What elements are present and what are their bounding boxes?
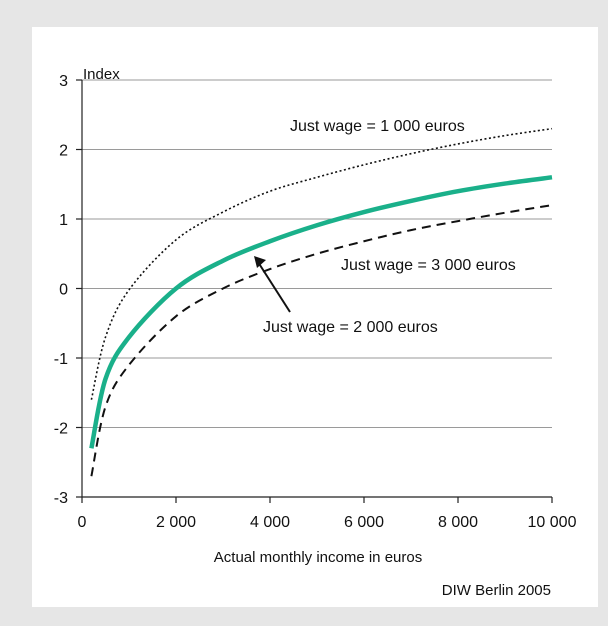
x-tick-label: 4 000 [250, 514, 290, 531]
annotation-arrow-head [254, 256, 266, 268]
y-tick-label: 0 [59, 282, 68, 299]
series-annotation-label: Just wage = 2 000 euros [263, 319, 438, 336]
x-axis-label: Actual monthly income in euros [214, 549, 422, 566]
annotation-arrow-line [257, 261, 291, 313]
series-lines [89, 127, 553, 477]
series-line-2 [89, 175, 553, 449]
x-tick-label: 2 000 [156, 514, 196, 531]
x-tick-label: 8 000 [438, 514, 478, 531]
y-tick-label: 3 [59, 73, 68, 90]
tick-labels: -3 -2 -1 0 1 2 3 0 2 000 4 000 6 000 8 000 10 000 [54, 73, 577, 531]
chart-panel: -3 -2 -1 0 1 2 3 0 2 000 4 000 6 000 8 000 10 000 Ju… [32, 27, 598, 607]
axes [76, 79, 553, 503]
y-tick-label: -2 [54, 421, 68, 438]
series-annotation-label: Just wage = 1 000 euros [290, 118, 465, 135]
x-tick-label: 10 000 [528, 514, 577, 531]
y-axis-label: Index [83, 66, 120, 83]
y-tick-label: 1 [59, 212, 68, 229]
x-tick-label: 0 [78, 514, 87, 531]
y-tick-label: -3 [54, 490, 68, 507]
grid-lines [82, 79, 552, 428]
series-line-1 [90, 127, 553, 400]
y-tick-label: 2 [59, 143, 68, 160]
series-annotation-label: Just wage = 3 000 euros [341, 257, 516, 274]
annotations: Just wage = 1 000 euros Just wage = 3 000… [254, 118, 516, 336]
series-line-3 [90, 204, 553, 477]
x-tick-label: 6 000 [344, 514, 384, 531]
line-chart: -3 -2 -1 0 1 2 3 0 2 000 4 000 6 000 8 000 10 000 Ju… [54, 66, 577, 599]
source-credit: DIW Berlin 2005 [442, 582, 551, 599]
y-tick-label: -1 [54, 351, 68, 368]
